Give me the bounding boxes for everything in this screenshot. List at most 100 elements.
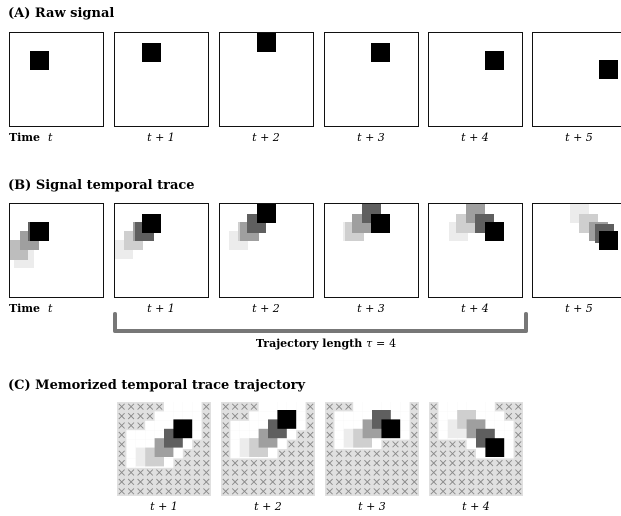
mask-x-mark bbox=[326, 450, 333, 457]
mask-x-mark bbox=[326, 488, 333, 495]
mask-x-mark bbox=[392, 441, 399, 448]
open-cell bbox=[164, 458, 174, 468]
raw-frame-t3 bbox=[324, 32, 419, 127]
open-cell bbox=[277, 439, 287, 449]
mask-x-mark bbox=[118, 488, 125, 495]
mask-x-mark bbox=[439, 441, 447, 448]
signal-square bbox=[371, 214, 390, 233]
mask-x-mark bbox=[326, 422, 333, 429]
mask-x-mark bbox=[146, 403, 154, 410]
open-cell bbox=[164, 420, 174, 431]
mask-x-mark bbox=[307, 450, 314, 457]
mask-x-mark bbox=[468, 450, 475, 457]
mask-x-mark bbox=[118, 412, 125, 420]
mask-x-mark bbox=[222, 431, 229, 439]
mask-x-mark bbox=[496, 403, 503, 410]
mask-x-mark bbox=[373, 459, 380, 467]
mask-x-mark bbox=[250, 403, 258, 410]
mask-x-mark bbox=[439, 450, 447, 457]
open-cell bbox=[353, 402, 363, 412]
open-cell bbox=[164, 402, 174, 412]
section-a-title: (A) Raw signal bbox=[8, 6, 115, 21]
mask-x-mark bbox=[345, 478, 352, 486]
mask-x-mark bbox=[269, 469, 276, 476]
mask-x-mark bbox=[449, 459, 456, 467]
mask-x-mark bbox=[203, 488, 210, 495]
mask-x-mark bbox=[477, 488, 484, 495]
mask-x-mark bbox=[345, 459, 352, 467]
open-cell bbox=[485, 402, 495, 412]
mask-x-mark bbox=[382, 469, 390, 476]
mask-x-mark bbox=[297, 441, 305, 448]
tick-label-b-5: t + 5 bbox=[565, 302, 593, 315]
mask-x-mark bbox=[297, 488, 305, 495]
open-cell bbox=[504, 439, 514, 449]
open-cell bbox=[268, 402, 278, 412]
mask-x-mark bbox=[515, 488, 522, 495]
mask-x-mark bbox=[307, 459, 314, 467]
signal-square bbox=[142, 214, 161, 233]
mask-x-mark bbox=[515, 469, 522, 476]
mask-x-mark bbox=[430, 422, 437, 429]
mask-x-mark bbox=[477, 469, 484, 476]
open-cell bbox=[447, 402, 458, 412]
mask-x-mark bbox=[250, 488, 258, 495]
mask-x-mark bbox=[486, 459, 494, 467]
trace-frame-t2 bbox=[219, 203, 314, 298]
trace-frame-t4 bbox=[428, 203, 523, 298]
mask-x-mark bbox=[373, 478, 380, 486]
mask-x-mark bbox=[231, 478, 239, 486]
section-c-title: (C) Memorized temporal trace trajectory bbox=[8, 378, 306, 393]
mask-x-mark bbox=[260, 478, 267, 486]
mask-x-mark bbox=[364, 478, 371, 486]
mask-x-mark bbox=[430, 459, 437, 467]
mask-x-mark bbox=[496, 469, 503, 476]
open-cell bbox=[173, 411, 183, 421]
open-cell bbox=[154, 420, 164, 431]
mask-x-mark bbox=[382, 488, 390, 495]
mask-x-mark bbox=[222, 450, 229, 457]
open-cell bbox=[192, 402, 202, 412]
open-cell bbox=[173, 449, 183, 459]
mask-x-mark bbox=[345, 469, 352, 476]
mask-x-mark bbox=[165, 478, 172, 486]
open-cell bbox=[494, 411, 505, 421]
mask-x-mark bbox=[288, 441, 295, 448]
mask-x-mark bbox=[146, 478, 154, 486]
mask-x-mark bbox=[326, 431, 333, 439]
signal-square bbox=[371, 43, 390, 62]
mask-x-mark bbox=[326, 478, 333, 486]
open-cell bbox=[126, 430, 136, 440]
mask-x-mark bbox=[335, 450, 343, 457]
mask-x-mark bbox=[496, 488, 503, 495]
trace-frame-t5 bbox=[532, 203, 621, 298]
mask-x-mark bbox=[364, 459, 371, 467]
open-cell bbox=[154, 411, 164, 421]
trace-frame-t bbox=[9, 203, 104, 298]
open-cell bbox=[258, 411, 268, 421]
mask-x-mark bbox=[118, 422, 125, 429]
mask-x-mark bbox=[439, 488, 447, 495]
open-cell bbox=[476, 411, 486, 421]
open-cell bbox=[438, 411, 448, 421]
mask-x-mark bbox=[335, 478, 343, 486]
mask-x-mark bbox=[411, 459, 418, 467]
open-cell bbox=[296, 402, 306, 412]
mask-x-mark bbox=[345, 488, 352, 495]
mask-x-mark bbox=[222, 403, 229, 410]
open-cell bbox=[126, 449, 136, 459]
open-cell bbox=[504, 449, 514, 459]
open-cell bbox=[457, 402, 467, 412]
open-cell bbox=[485, 411, 495, 421]
mask-x-mark bbox=[297, 459, 305, 467]
open-cell bbox=[494, 420, 505, 431]
mask-x-mark bbox=[430, 412, 437, 420]
mask-x-mark bbox=[373, 450, 380, 457]
mask-x-mark bbox=[127, 422, 135, 429]
mask-x-mark bbox=[269, 488, 276, 495]
signal-square bbox=[599, 231, 618, 250]
mask-x-mark bbox=[458, 469, 466, 476]
raw-frame-t bbox=[9, 32, 104, 127]
mask-x-mark bbox=[326, 441, 333, 448]
open-cell bbox=[126, 458, 136, 468]
